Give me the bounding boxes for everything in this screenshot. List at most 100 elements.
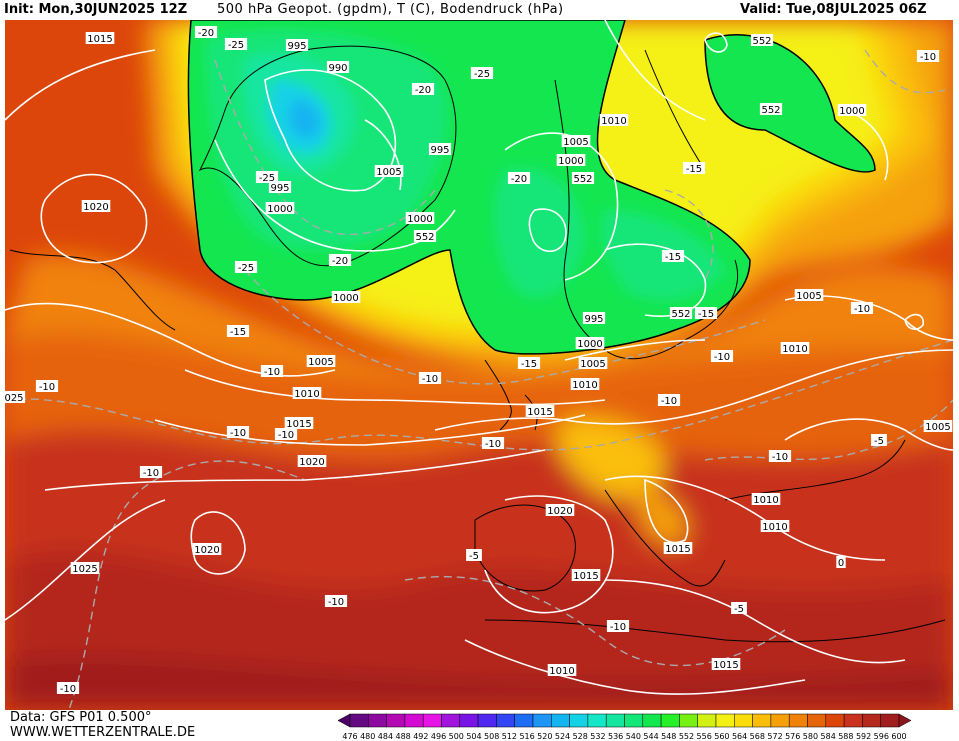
colorbar-swatch [752, 713, 772, 728]
contour-label: -10 [657, 394, 681, 407]
contour-label: -25 [255, 171, 279, 184]
contour-label-text: -15 [665, 252, 681, 263]
product-title: 500 hPa Geopot. (gpdm), T (C), Bodendruc… [217, 2, 564, 17]
contour-label-text: 552 [671, 309, 690, 320]
colorbar-swatch [514, 713, 534, 728]
contour-label: 552 [759, 103, 783, 116]
contour-label: 1000 [556, 154, 586, 167]
contour-label-text: 1015 [87, 34, 112, 45]
contour-label: 1015 [85, 32, 115, 45]
colorbar-swatch [404, 713, 424, 728]
contour-label: -20 [507, 172, 531, 185]
colorbar-tick-label: 552 [679, 732, 694, 741]
contour-label: 1010 [599, 114, 629, 127]
contour-label-text: -15 [686, 164, 702, 175]
contour-label: -10 [768, 450, 792, 463]
contour-label-text: 1010 [572, 380, 597, 391]
colorbar-tick-label: 532 [590, 732, 605, 741]
colorbar-min-arrow [337, 713, 351, 728]
coastlines [9, 45, 946, 643]
contour-label: 1005 [374, 165, 404, 178]
contour-label: 1005 [578, 357, 608, 370]
contour-label-text: 1000 [333, 293, 358, 304]
colorbar-swatch [788, 713, 808, 728]
contour-label-text: 1000 [577, 339, 602, 350]
contour-label-text: 1015 [286, 419, 311, 430]
contour-label: -5 [731, 602, 747, 615]
contour-label: 1015 [571, 569, 601, 582]
contour-label: -10 [481, 437, 505, 450]
colorbar-tick-label: 516 [519, 732, 534, 741]
contour-label: 995 [285, 39, 309, 52]
colorbar-swatch [843, 713, 863, 728]
contour-label: -10 [850, 302, 874, 315]
colorbar-tick-label: 536 [608, 732, 623, 741]
colorbar-swatch [660, 713, 680, 728]
contour-label-text: 1015 [665, 544, 690, 555]
contour-label-text: 552 [752, 36, 771, 47]
contour-label-text: -5 [874, 436, 884, 447]
contour-label-text: 1010 [549, 666, 574, 677]
contour-label-text: -5 [734, 604, 744, 615]
contour-label: 1010 [292, 387, 322, 400]
chart-footer: Data: GFS P01 0.500° WWW.WETTERZENTRALE.… [0, 710, 959, 741]
contour-label-text: -15 [230, 327, 246, 338]
contour-label: 1000 [575, 337, 605, 350]
contour-label: 1000 [837, 104, 867, 117]
website-credit: WWW.WETTERZENTRALE.DE [10, 725, 196, 740]
contour-label: 995 [268, 181, 292, 194]
colorbar-tick-label: 476 [342, 732, 357, 741]
contour-label-text: 1015 [527, 407, 552, 418]
contour-label: 1010 [780, 342, 810, 355]
contour-label: 1010 [751, 493, 781, 506]
contour-label: 1020 [81, 200, 111, 213]
colorbar-swatch [587, 713, 607, 728]
contour-label: 1015 [663, 542, 693, 555]
contour-label: 1020 [192, 543, 222, 556]
colorbar-swatch [605, 713, 625, 728]
contour-label-text: -10 [328, 597, 344, 608]
contour-label-text: -10 [230, 428, 246, 439]
colorbar-tick-label: 496 [431, 732, 446, 741]
contour-label-text: -10 [661, 396, 677, 407]
colorbar-swatch [551, 713, 570, 728]
contour-label-text: 1020 [194, 545, 219, 556]
contour-labels: 1015995990-20-25-25-20-25995100010059951… [5, 26, 953, 695]
contour-label-text: -10 [60, 684, 76, 695]
colorbar-swatch [825, 713, 845, 728]
colorbar-tick-label: 540 [626, 732, 641, 741]
contour-label: -10 [35, 380, 59, 393]
colorbar-tick-label: 580 [803, 732, 818, 741]
colorbar-tick-label: 564 [732, 732, 747, 741]
contour-label: 552 [669, 307, 693, 320]
contour-label-text: -15 [521, 359, 537, 370]
contour-label-text: 1005 [580, 359, 605, 370]
contour-label: -10 [260, 365, 284, 378]
contour-label: 1015 [525, 405, 555, 418]
contour-label-text: 990 [328, 63, 347, 74]
contour-label-text: 552 [415, 232, 434, 243]
contour-label: -20 [328, 254, 352, 267]
colorbar-tick-label: 492 [413, 732, 428, 741]
colorbar-swatch [496, 713, 515, 728]
colorbar-tick-label: 520 [537, 732, 552, 741]
colorbar-max-arrow [898, 713, 912, 728]
contour-label-text: 1010 [782, 344, 807, 355]
contour-label: -10 [606, 620, 630, 633]
colorbar-tick-label: 560 [714, 732, 729, 741]
contour-label: -10 [324, 595, 348, 608]
colorbar-tick-label: 504 [466, 732, 481, 741]
init-time: Init: Mon,30JUN2025 12Z [4, 2, 188, 17]
contour-label: 1010 [760, 520, 790, 533]
contour-label: 025 [5, 391, 26, 404]
colorbar-swatch [386, 713, 406, 728]
contour-label-text: 1000 [407, 214, 432, 225]
contour-label-text: 995 [287, 41, 306, 52]
contour-label: 1010 [547, 664, 577, 677]
colorbar-swatch [715, 713, 735, 728]
colorbar-tick-label: 488 [395, 732, 410, 741]
contour-label: -25 [234, 261, 258, 274]
contour-label-text: -10 [485, 439, 501, 450]
contour-label-text: 1005 [563, 137, 588, 148]
contour-label-text: -10 [278, 430, 294, 441]
